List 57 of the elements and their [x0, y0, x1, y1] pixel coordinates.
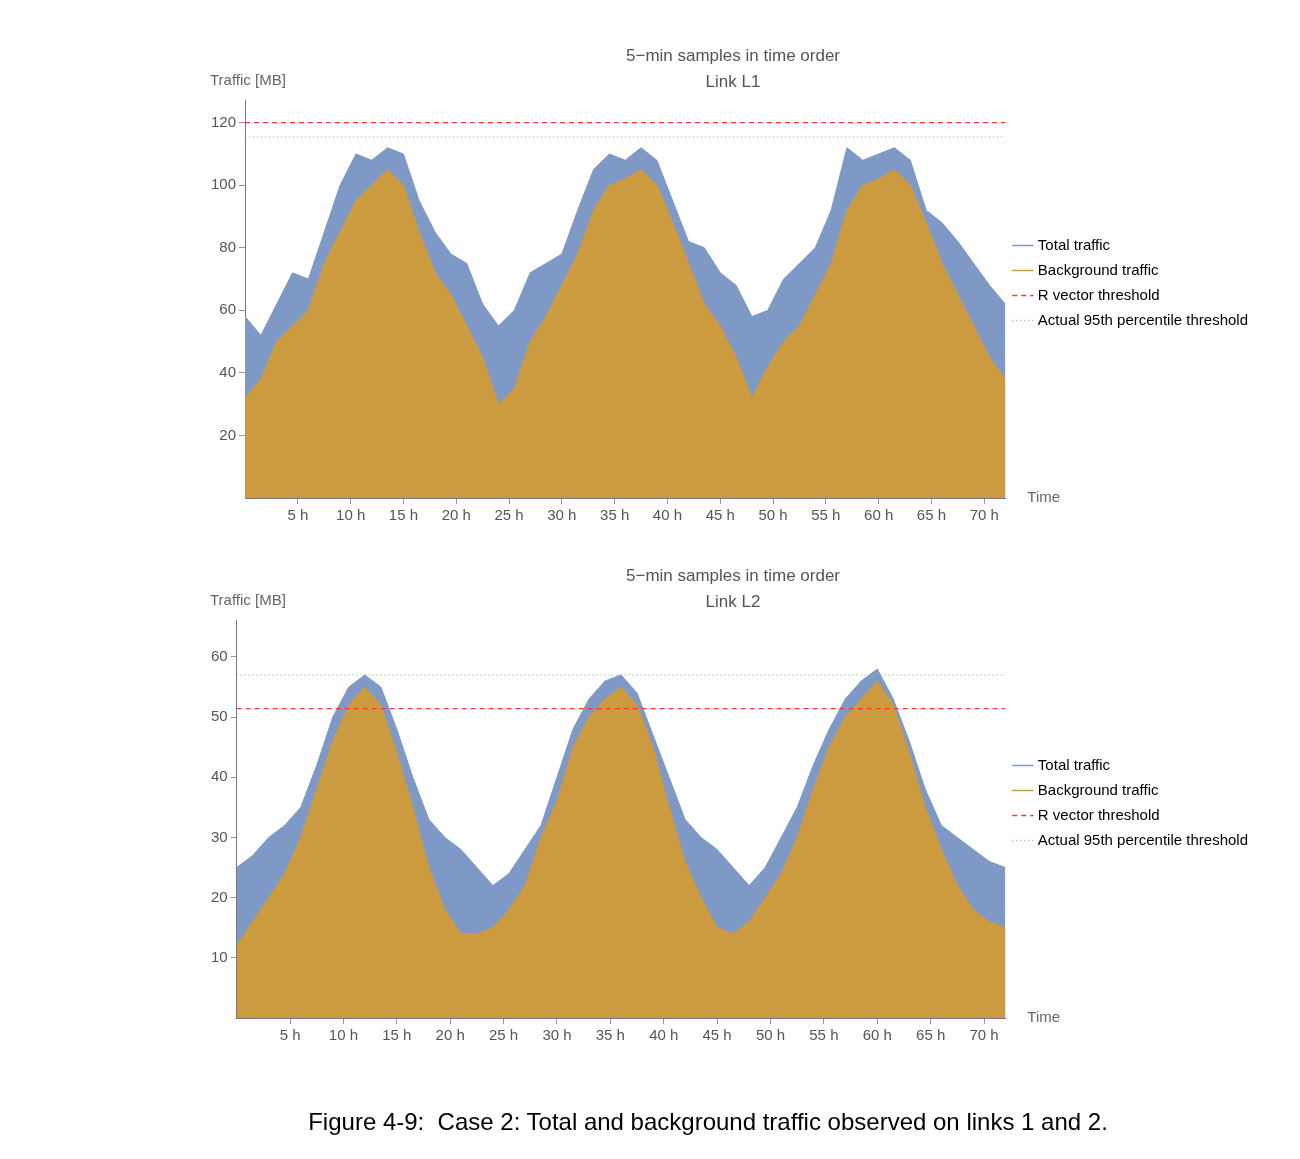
x-tick-label: 30 h: [542, 1026, 572, 1044]
x-tick-label: 10 h: [328, 1026, 359, 1044]
y-axis-title: Traffic [MB]: [210, 71, 286, 89]
x-tick-label: 50 h: [758, 506, 788, 524]
chart-title: 5−min samples in time order: [625, 45, 841, 65]
x-axis-title: Time: [1027, 488, 1061, 506]
x-tick-label: 60 h: [864, 506, 894, 524]
y-tick-label: 120: [211, 112, 237, 130]
x-tick-label: 45 h: [702, 1026, 732, 1044]
x-tick-label: 35 h: [595, 1026, 625, 1044]
x-tick-label: 50 h: [755, 1026, 786, 1044]
x-tick-label: 55 h: [811, 506, 841, 524]
x-tick-label: 70 h: [969, 1026, 999, 1044]
x-tick-label: 60 h: [862, 1026, 892, 1044]
x-tick-label: 5 h: [287, 506, 309, 524]
x-tick-label: 15 h: [382, 1026, 412, 1044]
legend-label: Total traffic: [1037, 755, 1111, 773]
chart-subtitle: Link L2: [705, 592, 761, 612]
y-tick-label: 30: [211, 827, 228, 845]
x-axis-title: Time: [1027, 1008, 1061, 1026]
x-tick-label: 35 h: [600, 506, 630, 524]
x-tick-label: 45 h: [705, 506, 735, 524]
x-tick-label: 40 h: [652, 506, 683, 524]
x-tick-label: 30 h: [547, 506, 577, 524]
x-tick-label: 25 h: [494, 506, 524, 524]
x-tick-label: 20 h: [441, 506, 471, 524]
x-tick-label: 55 h: [809, 1026, 839, 1044]
x-tick-label: 25 h: [488, 1026, 519, 1044]
x-tick-label: 65 h: [916, 506, 947, 524]
legend-label: R vector threshold: [1037, 805, 1160, 823]
x-tick-label: 5 h: [279, 1026, 301, 1044]
x-tick-label: 15 h: [388, 506, 419, 524]
x-tick-label: 70 h: [969, 506, 999, 524]
legend-label: Actual 95th percentile threshold: [1037, 830, 1249, 848]
legend-label: Background traffic: [1037, 260, 1159, 278]
y-tick-label: 20: [211, 887, 228, 905]
x-tick-label: 20 h: [435, 1026, 465, 1044]
x-tick-label: 10 h: [336, 506, 366, 524]
y-tick-label: 100: [211, 175, 237, 193]
y-tick-label: 80: [219, 237, 237, 255]
legend-label: R vector threshold: [1037, 285, 1160, 303]
y-tick-label: 60: [219, 300, 237, 318]
y-tick-label: 40: [211, 767, 228, 785]
chart-title: 5−min samples in time order: [625, 565, 841, 585]
y-tick-label: 10: [211, 947, 228, 965]
caption: Figure 4-9: Case 2: Total and background traffic observed on links 1 and 2.: [307, 1108, 1109, 1136]
legend-label: Total traffic: [1037, 235, 1111, 253]
legend-label: Actual 95th percentile threshold: [1037, 310, 1249, 328]
x-tick-label: 65 h: [916, 1026, 946, 1044]
chart-subtitle: Link L1: [705, 72, 761, 92]
y-tick-label: 20: [219, 425, 237, 443]
y-tick-label: 60: [211, 647, 228, 665]
legend-label: Background traffic: [1037, 780, 1159, 798]
x-tick-label: 40 h: [649, 1026, 679, 1044]
y-tick-label: 50: [211, 707, 228, 725]
y-axis-title: Traffic [MB]: [210, 591, 286, 609]
y-tick-label: 40: [219, 363, 237, 381]
